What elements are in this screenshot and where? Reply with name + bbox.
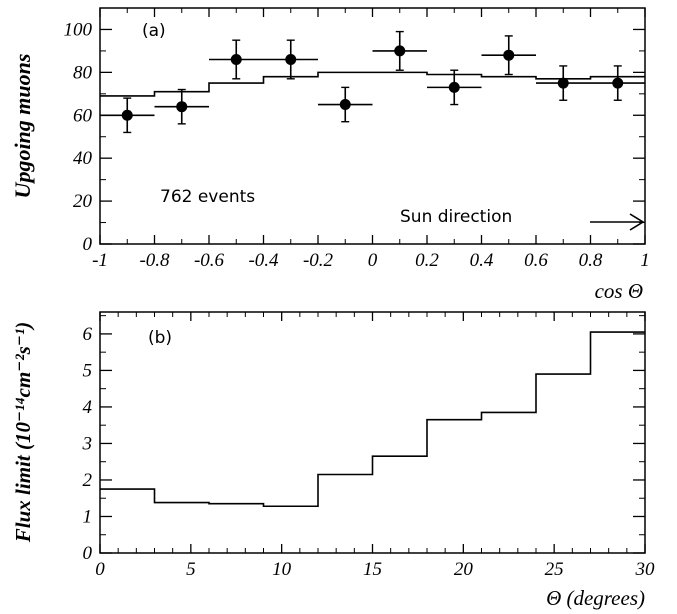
sun-direction-annotation: Sun direction xyxy=(400,207,512,227)
x-tick-label: -0.4 xyxy=(248,250,279,271)
panel-a-xlabel: cos Θ xyxy=(595,279,643,303)
data-point xyxy=(154,88,209,125)
x-tick-label: -1 xyxy=(92,250,108,271)
x-tick-label: 0 xyxy=(95,559,105,580)
step-histogram-line xyxy=(100,331,645,508)
data-marker xyxy=(503,49,515,61)
panel-a-label: (a) xyxy=(142,21,166,41)
y-tick-label: 60 xyxy=(73,105,93,126)
x-tick-label: 1 xyxy=(640,250,650,271)
data-point xyxy=(481,35,536,76)
data-point xyxy=(590,65,645,101)
panel-b-label: (b) xyxy=(148,328,172,348)
data-marker xyxy=(230,53,242,65)
x-tick-label: -0.6 xyxy=(194,250,225,271)
x-tick-label: 15 xyxy=(363,559,382,580)
step-histogram-line xyxy=(100,71,645,97)
x-tick-label: 0.8 xyxy=(579,250,603,271)
y-tick-label: 0 xyxy=(83,234,93,255)
panel-b-frame xyxy=(99,311,646,554)
data-marker xyxy=(394,45,406,57)
panel-b-xlabel: Θ (degrees) xyxy=(546,586,645,610)
x-tick-label: 25 xyxy=(545,559,564,580)
y-tick-label: 0 xyxy=(83,543,93,564)
data-marker xyxy=(285,53,297,65)
events-annotation: 762 events xyxy=(160,187,255,207)
x-tick-label: 0.6 xyxy=(524,250,548,271)
data-marker xyxy=(176,101,188,113)
y-tick-label: 100 xyxy=(64,19,93,40)
x-tick-label: 5 xyxy=(186,559,196,580)
panel-b: 0 5 10 15 20 25 30 0 1 2 3 4 5 6 (b) Flux limit (10⁻¹… xyxy=(11,311,656,610)
sun-direction-arrow xyxy=(590,213,645,231)
y-tick-label: 1 xyxy=(83,506,93,527)
y-tick-label: 5 xyxy=(83,360,93,381)
data-point xyxy=(263,39,318,80)
panel-a: -1 -0.8 -0.6 -0.4 -0.2 0 0.2 0.4 0.6 0.8 1 0 20 40 60 8… xyxy=(10,7,650,303)
data-point xyxy=(372,30,427,71)
x-tick-label: 20 xyxy=(454,559,474,580)
data-marker xyxy=(557,77,569,89)
data-point xyxy=(318,86,373,123)
x-tick-label: -0.8 xyxy=(139,250,170,271)
y-tick-label: 20 xyxy=(73,191,93,212)
data-marker xyxy=(448,81,460,93)
x-tick-label: -0.2 xyxy=(303,250,334,271)
panel-b-ticks: 0 5 10 15 20 25 30 0 1 2 3 4 5 6 xyxy=(82,312,656,580)
x-tick-label: 0.4 xyxy=(470,250,494,271)
data-point xyxy=(536,65,591,101)
y-tick-label: 6 xyxy=(83,324,93,345)
x-tick-label: 10 xyxy=(272,559,292,580)
panel-b-marks xyxy=(100,331,645,508)
data-marker xyxy=(612,77,624,89)
data-point xyxy=(427,69,482,106)
panel-a-ticks: -1 -0.8 -0.6 -0.4 -0.2 0 0.2 0.4 0.6 0.8 1 0 20 40 60 8… xyxy=(64,8,650,271)
x-tick-label: 0.2 xyxy=(415,250,439,271)
panel-a-frame xyxy=(99,7,646,245)
data-point xyxy=(209,39,264,80)
x-tick-label: 30 xyxy=(635,559,656,580)
x-tick-label: 0 xyxy=(368,250,378,271)
data-marker xyxy=(121,109,133,121)
panel-a-ylabel: Upgoing muons xyxy=(10,54,35,199)
y-tick-label: 2 xyxy=(83,470,93,491)
y-tick-label: 80 xyxy=(73,62,93,83)
data-marker xyxy=(339,99,351,111)
panel-b-ylabel: Flux limit (10⁻¹⁴cm⁻²s⁻¹) xyxy=(11,322,35,543)
panel-a-marks xyxy=(100,30,645,134)
y-tick-label: 40 xyxy=(73,148,93,169)
y-tick-label: 3 xyxy=(82,433,93,454)
y-tick-label: 4 xyxy=(83,397,93,418)
